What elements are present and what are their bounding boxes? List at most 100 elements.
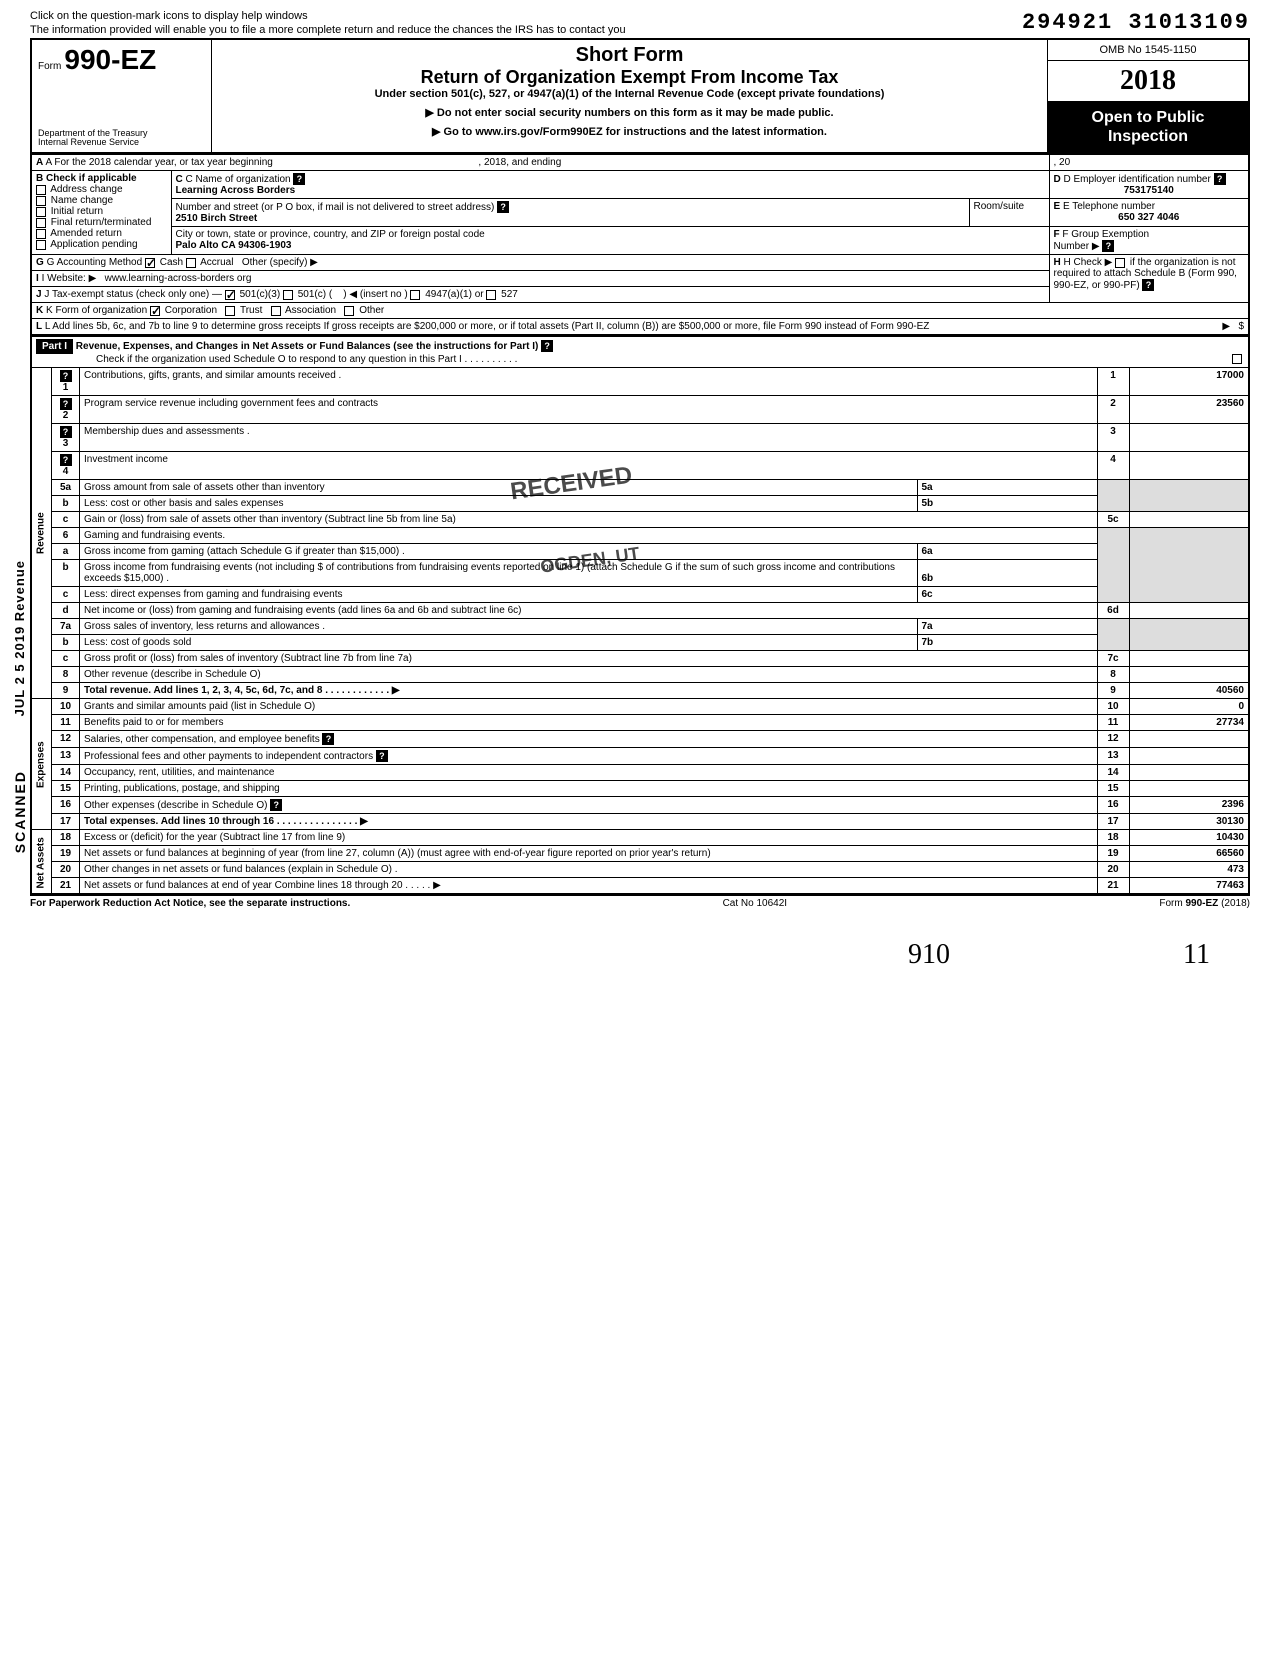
section-j: J J Tax-exempt status (check only one) —… — [31, 287, 1049, 303]
checkbox-amended[interactable] — [36, 229, 46, 239]
line-14-text: Occupancy, rent, utilities, and maintena… — [80, 765, 1098, 781]
line-2-amt: 23560 — [1129, 396, 1249, 424]
section-c-street: Number and street (or P O box, if mail i… — [171, 199, 969, 227]
checkbox-schedule-o[interactable] — [1232, 354, 1242, 364]
line-11-amt: 27734 — [1129, 715, 1249, 731]
checkbox-4947[interactable] — [410, 290, 420, 300]
line-12-amt — [1129, 731, 1249, 748]
under-section: Under section 501(c), 527, or 4947(a)(1)… — [218, 88, 1041, 100]
line-4-amt — [1129, 452, 1249, 480]
checkbox-cash[interactable] — [145, 258, 155, 268]
line-17-text: Total expenses. Add lines 10 through 16 … — [80, 814, 1098, 830]
top-row: Click on the question-mark icons to disp… — [30, 10, 1250, 38]
help-icon[interactable]: ? — [322, 733, 334, 745]
line-20-amt: 473 — [1129, 862, 1249, 878]
line-5c-amt — [1129, 512, 1249, 528]
help-icon[interactable]: ? — [1102, 240, 1114, 252]
line-3-amt — [1129, 424, 1249, 452]
checkbox-app-pending[interactable] — [36, 240, 46, 250]
checkbox-501c[interactable] — [283, 290, 293, 300]
checkbox-final-return[interactable] — [36, 218, 46, 228]
part1-title: Revenue, Expenses, and Changes in Net As… — [76, 341, 539, 352]
scanned-stamp: SCANNED — [12, 770, 28, 853]
line-19-amt: 66560 — [1129, 846, 1249, 862]
checkbox-name-change[interactable] — [36, 196, 46, 206]
checkbox-other-org[interactable] — [344, 306, 354, 316]
side-label-expenses: Expenses — [31, 699, 52, 830]
line-5b-text: Less: cost or other basis and sales expe… — [80, 496, 918, 512]
checkbox-trust[interactable] — [225, 306, 235, 316]
checkbox-assoc[interactable] — [271, 306, 281, 316]
help-icon[interactable]: ? — [293, 173, 305, 185]
form-prefix: Form — [38, 61, 61, 72]
help-icon[interactable]: ? — [60, 454, 72, 466]
side-label-netassets: Net Assets — [31, 830, 52, 895]
line-13-text: Professional fees and other payments to … — [80, 748, 1098, 765]
line-7c-text: Gross profit or (loss) from sales of inv… — [80, 651, 1098, 667]
section-k: K K Form of organization Corporation Tru… — [31, 303, 1249, 319]
line-3-text: Membership dues and assessments . — [80, 424, 1098, 452]
line-6c-text: Less: direct expenses from gaming and fu… — [80, 587, 918, 603]
line-16-text: Other expenses (describe in Schedule O) … — [80, 797, 1098, 814]
help-icon[interactable]: ? — [497, 201, 509, 213]
help-icon[interactable]: ? — [541, 340, 553, 352]
line-21-amt: 77463 — [1129, 878, 1249, 895]
line-6d-text: Net income or (loss) from gaming and fun… — [80, 603, 1098, 619]
section-h: H H Check ▶ if the organization is not r… — [1049, 255, 1249, 303]
line-10-amt: 0 — [1129, 699, 1249, 715]
line-16-amt: 2396 — [1129, 797, 1249, 814]
line-11-text: Benefits paid to or for members — [80, 715, 1098, 731]
line-15-amt — [1129, 781, 1249, 797]
line-4-text: Investment income — [80, 452, 1098, 480]
date-stamp-vertical: JUL 2 5 2019 Revenue — [12, 560, 27, 716]
line-6b-text: Gross income from fundraising events (no… — [80, 560, 918, 587]
footer: For Paperwork Reduction Act Notice, see … — [30, 895, 1250, 911]
section-i: I I Website: ▶ www.learning-across-borde… — [31, 271, 1049, 287]
help-icon[interactable]: ? — [60, 426, 72, 438]
section-g: G G Accounting Method Cash Accrual Other… — [31, 255, 1049, 271]
checkbox-h[interactable] — [1115, 258, 1125, 268]
section-d: D D Employer identification number ? 753… — [1049, 171, 1249, 199]
help-icon[interactable]: ? — [270, 799, 282, 811]
form-number: 990-EZ — [64, 44, 156, 75]
help-icon[interactable]: ? — [60, 370, 72, 382]
footer-left: For Paperwork Reduction Act Notice, see … — [30, 898, 350, 909]
help-icon[interactable]: ? — [60, 398, 72, 410]
ssn-warning: ▶ Do not enter social security numbers o… — [218, 106, 1041, 119]
help-icon[interactable]: ? — [376, 750, 388, 762]
line-10-text: Grants and similar amounts paid (list in… — [80, 699, 1098, 715]
form-container: SCANNED JUL 2 5 2019 Revenue Click on th… — [30, 10, 1250, 911]
checkbox-corp[interactable] — [150, 306, 160, 316]
checkbox-accrual[interactable] — [186, 258, 196, 268]
line-20-text: Other changes in net assets or fund bala… — [80, 862, 1098, 878]
line-a-end: , 20 — [1049, 155, 1249, 171]
line-9-text: Total revenue. Add lines 1, 2, 3, 4, 5c,… — [80, 683, 1098, 699]
section-f: F F Group Exemption Number ▶ ? — [1049, 227, 1249, 255]
help-icon[interactable]: ? — [1214, 173, 1226, 185]
entity-info-table: A A For the 2018 calendar year, or tax y… — [30, 154, 1250, 336]
line-a: A A For the 2018 calendar year, or tax y… — [31, 155, 1049, 171]
handwritten-2: 11 — [1183, 939, 1210, 971]
checkbox-501c3[interactable] — [225, 290, 235, 300]
line-5a-text: Gross amount from sale of assets other t… — [80, 480, 918, 496]
checkbox-initial-return[interactable] — [36, 207, 46, 217]
room-suite: Room/suite — [969, 199, 1049, 227]
side-label-revenue: Revenue — [31, 368, 52, 699]
line-9-amt: 40560 — [1129, 683, 1249, 699]
checkbox-address-change[interactable] — [36, 185, 46, 195]
dln-number: 294921 31013109 — [1022, 10, 1250, 35]
section-e: E E Telephone number 650 327 4046 — [1049, 199, 1249, 227]
line-17-amt: 30130 — [1129, 814, 1249, 830]
dept-irs: Internal Revenue Service — [38, 138, 205, 148]
help-icon[interactable]: ? — [1142, 279, 1154, 291]
header-box: Form 990-EZ Department of the Treasury I… — [30, 38, 1250, 154]
part1-table: Part I Revenue, Expenses, and Changes in… — [30, 336, 1250, 895]
goto-url: ▶ Go to www.irs.gov/Form990EZ for instru… — [218, 125, 1041, 138]
line-7a-text: Gross sales of inventory, less returns a… — [80, 619, 918, 635]
line-21-text: Net assets or fund balances at end of ye… — [80, 878, 1098, 895]
part1-header: Part I — [36, 339, 73, 354]
return-title: Return of Organization Exempt From Incom… — [218, 67, 1041, 88]
checkbox-527[interactable] — [486, 290, 496, 300]
line-18-amt: 10430 — [1129, 830, 1249, 846]
help-note-1: Click on the question-mark icons to disp… — [30, 10, 626, 22]
